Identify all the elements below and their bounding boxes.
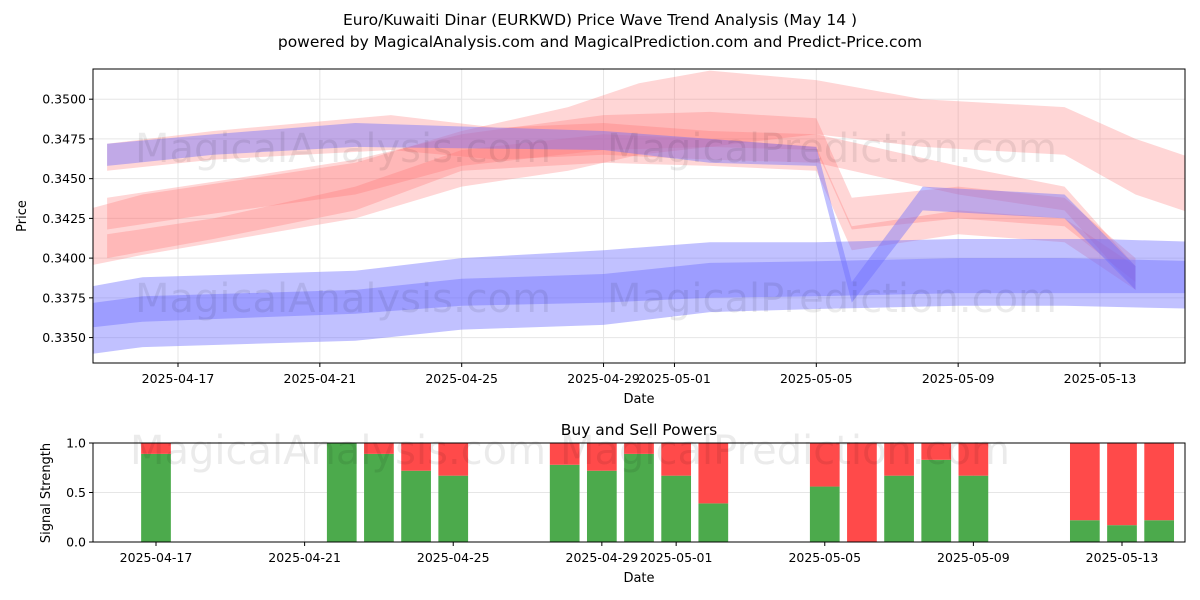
sell-bar (809, 443, 840, 487)
sell-bar (847, 443, 877, 542)
price-x-ticks: 2025-04-17 2025-04-21 2025-04-25 2025-04-29… (142, 363, 1137, 386)
watermark-analysis-mid: MagicalAnalysis.com (135, 276, 551, 322)
price-y-tick-label: 0.3375 (42, 290, 86, 305)
power-x-tick-label: 2025-04-21 (268, 550, 341, 565)
price-x-tick-label: 2025-04-17 (142, 371, 215, 386)
watermark-prediction-top: MagicalPrediction.com (607, 126, 1057, 172)
power-x-tick-label: 2025-04-17 (120, 550, 193, 565)
buy-bar (624, 453, 654, 542)
power-x-tick-label: 2025-05-13 (1086, 550, 1159, 565)
sell-bar (624, 443, 654, 454)
power-watermarks: MagicalAnalysis.com MagicalPrediction.co… (130, 428, 1010, 474)
watermark-analysis-bottom: MagicalAnalysis.com (130, 428, 546, 474)
sell-bar (958, 443, 989, 476)
buy-bar (586, 470, 617, 542)
price-x-tick-label: 2025-05-13 (1064, 371, 1137, 386)
watermark-analysis-top: MagicalAnalysis.com (135, 126, 551, 172)
power-x-tick-label: 2025-05-09 (937, 550, 1010, 565)
price-y-axis-label: Price (15, 200, 30, 232)
price-y-tick-label: 0.3400 (42, 251, 86, 266)
power-x-tick-label: 2025-05-01 (640, 550, 713, 565)
price-x-tick-label: 2025-05-01 (638, 371, 711, 386)
buy-bar (438, 475, 469, 542)
price-band-red (93, 70, 1185, 265)
buy-bar (141, 453, 171, 542)
buy-bar (1107, 525, 1137, 542)
power-plot-title: Buy and Sell Powers (561, 421, 718, 439)
price-x-tick-label: 2025-04-29 (567, 371, 640, 386)
buy-bar (884, 475, 914, 542)
price-x-tick-label: 2025-05-05 (780, 371, 853, 386)
buy-bar (958, 475, 989, 542)
price-plot-frame (92, 68, 1186, 364)
price-y-tick-label: 0.3475 (42, 131, 86, 146)
power-plot: Buy and Sell Powers MagicalAnalysis.com … (39, 421, 1186, 586)
buy-bar (401, 470, 431, 542)
price-band-blue (107, 123, 1136, 303)
price-band-red (107, 111, 1136, 283)
power-y-tick-label: 0.5 (66, 485, 86, 500)
price-band-red (107, 134, 1136, 290)
buy-bar (1069, 520, 1100, 542)
price-band-red (107, 115, 1136, 290)
price-x-tick-label: 2025-05-09 (922, 371, 995, 386)
sell-bar (401, 443, 431, 471)
sell-bar (1144, 443, 1175, 521)
buy-bar (364, 453, 394, 542)
power-x-ticks: 2025-04-17 2025-04-21 2025-04-25 2025-04-29… (120, 542, 1159, 565)
power-x-tick-label: 2025-04-29 (566, 550, 639, 565)
sell-bar (698, 443, 729, 504)
sell-bar (438, 443, 469, 476)
sell-bar (661, 443, 692, 476)
buy-bar (549, 464, 580, 542)
figure-title: Euro/Kuwaiti Dinar (EURKWD) Price Wave T… (343, 11, 857, 29)
price-y-tick-label: 0.3500 (42, 92, 86, 107)
buy-bar (661, 475, 692, 542)
price-y-tick-label: 0.3425 (42, 211, 86, 226)
power-y-axis-label: Signal Strength (39, 443, 54, 543)
power-y-ticks: 0.0 0.5 1.0 (66, 436, 93, 550)
price-band-blue (93, 258, 1185, 354)
power-x-tick-label: 2025-04-25 (417, 550, 490, 565)
price-x-tick-label: 2025-04-25 (425, 371, 498, 386)
sell-bar (1107, 443, 1137, 526)
power-x-tick-label: 2025-05-05 (788, 550, 861, 565)
power-y-tick-label: 0.0 (66, 535, 86, 550)
sell-bar (549, 443, 580, 465)
sell-bar (884, 443, 914, 476)
power-bars (141, 443, 1175, 542)
buy-bar (809, 486, 840, 542)
buy-bar (1144, 520, 1175, 542)
price-plot: MagicalAnalysis.com MagicalPrediction.co… (15, 68, 1186, 407)
buy-bar (921, 459, 952, 542)
watermark-prediction-bottom: MagicalPrediction.com (560, 428, 1010, 474)
price-y-ticks: 0.3350 0.3375 0.3400 0.3425 0.3450 0.3475 0.35… (42, 92, 93, 345)
sell-bar (586, 443, 617, 471)
price-y-tick-label: 0.3350 (42, 330, 86, 345)
sell-bar (1069, 443, 1100, 521)
sell-bar (921, 443, 952, 460)
price-x-tick-label: 2025-04-21 (284, 371, 357, 386)
power-x-axis-label: Date (623, 571, 654, 586)
price-grid (93, 69, 1185, 363)
sell-bar (141, 443, 171, 454)
power-y-tick-label: 1.0 (66, 436, 86, 451)
price-y-tick-label: 0.3450 (42, 171, 86, 186)
buy-bar (698, 503, 729, 542)
price-x-axis-label: Date (623, 392, 654, 407)
price-bands (93, 70, 1185, 354)
figure-subtitle: powered by MagicalAnalysis.com and Magic… (278, 33, 922, 51)
price-band-blue (93, 239, 1185, 328)
buy-bar (326, 443, 357, 542)
price-watermarks: MagicalAnalysis.com MagicalPrediction.co… (135, 126, 1057, 322)
sell-bar (364, 443, 394, 454)
watermark-prediction-mid: MagicalPrediction.com (607, 276, 1057, 322)
